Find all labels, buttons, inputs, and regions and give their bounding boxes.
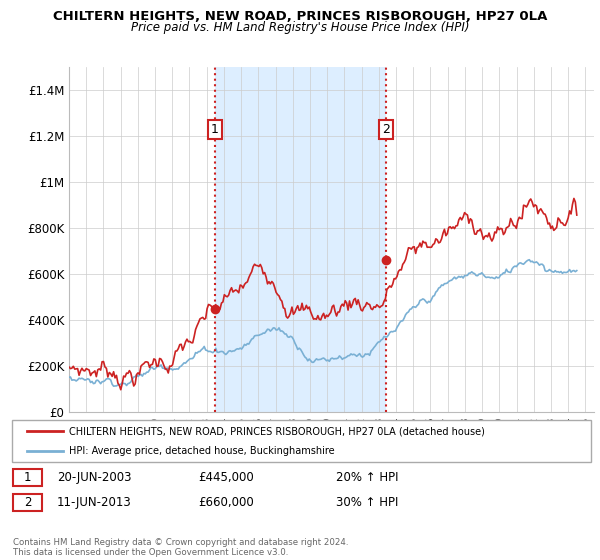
Text: 2: 2 bbox=[382, 123, 391, 136]
Text: 1: 1 bbox=[211, 123, 219, 136]
Text: 2: 2 bbox=[24, 496, 31, 509]
Text: Price paid vs. HM Land Registry's House Price Index (HPI): Price paid vs. HM Land Registry's House … bbox=[131, 21, 469, 34]
Bar bbox=[215, 67, 386, 412]
Text: 20% ↑ HPI: 20% ↑ HPI bbox=[336, 470, 398, 484]
Text: 30% ↑ HPI: 30% ↑ HPI bbox=[336, 496, 398, 509]
Text: 11-JUN-2013: 11-JUN-2013 bbox=[57, 496, 132, 509]
Text: Contains HM Land Registry data © Crown copyright and database right 2024.
This d: Contains HM Land Registry data © Crown c… bbox=[13, 538, 349, 557]
Text: £445,000: £445,000 bbox=[198, 470, 254, 484]
Text: HPI: Average price, detached house, Buckinghamshire: HPI: Average price, detached house, Buck… bbox=[69, 446, 335, 456]
Text: £660,000: £660,000 bbox=[198, 496, 254, 509]
Text: CHILTERN HEIGHTS, NEW ROAD, PRINCES RISBOROUGH, HP27 0LA (detached house): CHILTERN HEIGHTS, NEW ROAD, PRINCES RISB… bbox=[69, 426, 485, 436]
Text: CHILTERN HEIGHTS, NEW ROAD, PRINCES RISBOROUGH, HP27 0LA: CHILTERN HEIGHTS, NEW ROAD, PRINCES RISB… bbox=[53, 10, 547, 22]
Text: 20-JUN-2003: 20-JUN-2003 bbox=[57, 470, 131, 484]
Text: 1: 1 bbox=[24, 470, 31, 484]
